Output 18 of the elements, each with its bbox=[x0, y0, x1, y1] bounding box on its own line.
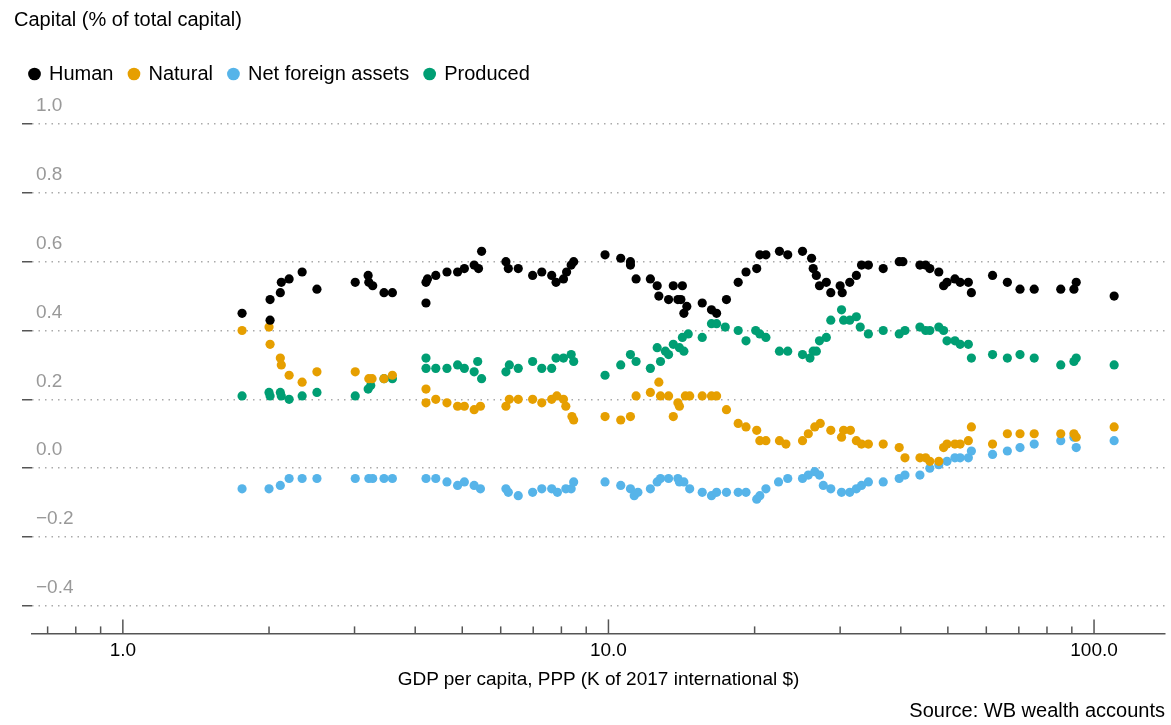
y-tick-label: 0.4 bbox=[36, 300, 63, 322]
y-tick-label: 0.0 bbox=[36, 438, 63, 460]
chart-title: Capital (% of total capital) bbox=[14, 7, 242, 30]
legend-label: Produced bbox=[444, 61, 530, 84]
legend-label: Natural bbox=[148, 61, 213, 84]
y-tick-label: 0.8 bbox=[36, 163, 63, 185]
legend-label: Net foreign assets bbox=[247, 61, 410, 84]
source-note: Source: WB wealth accounts bbox=[909, 698, 1165, 721]
x-tick-label: 10.0 bbox=[589, 639, 627, 661]
legend-label: Human bbox=[49, 61, 114, 84]
y-tick-label: 0.6 bbox=[36, 231, 63, 253]
y-tick-label: −0.4 bbox=[36, 576, 74, 598]
y-tick-label: −0.2 bbox=[36, 507, 74, 529]
y-tick-label: 0.2 bbox=[36, 369, 63, 391]
x-tick-label: 100.0 bbox=[1070, 639, 1118, 661]
x-axis-title: GDP per capita, PPP (K of 2017 international $) bbox=[397, 667, 800, 689]
x-tick-label: 1.0 bbox=[109, 639, 137, 661]
y-tick-label: 1.0 bbox=[36, 94, 63, 116]
